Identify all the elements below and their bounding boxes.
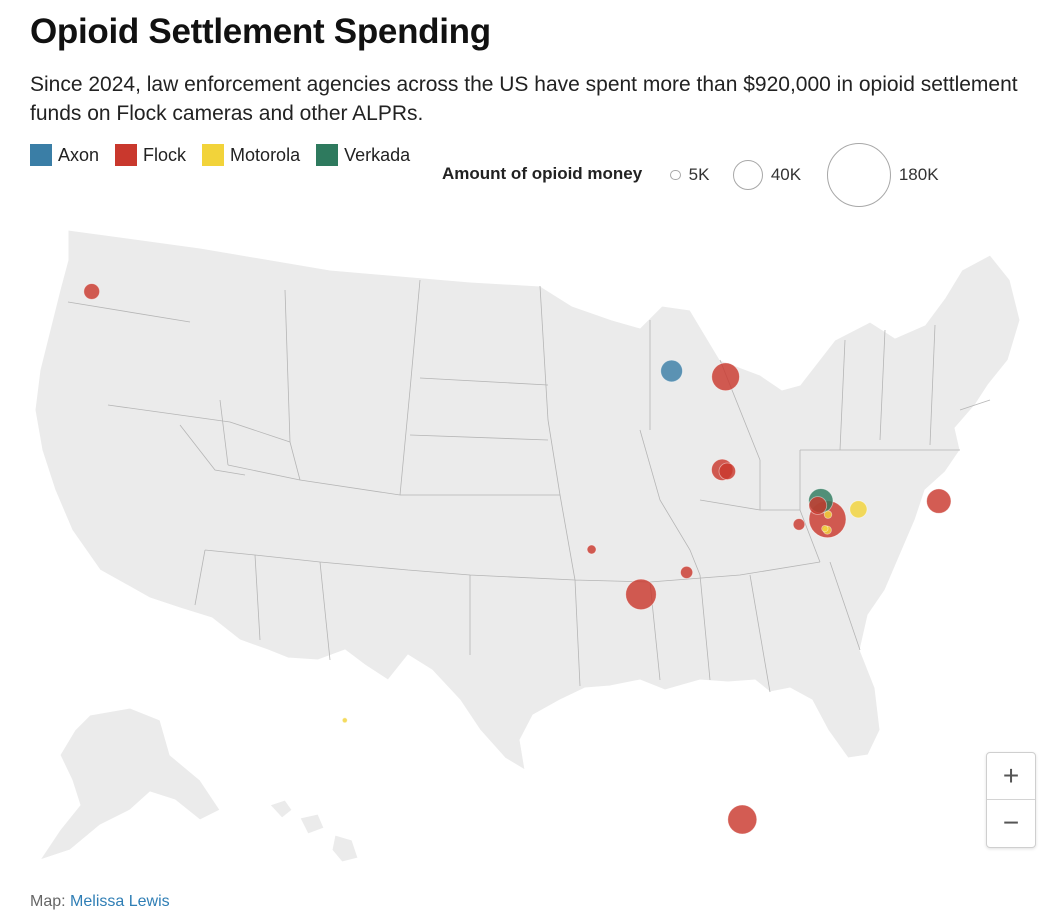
bubble-flock-florida-2[interactable] bbox=[727, 804, 758, 835]
land-group bbox=[34, 229, 1021, 863]
bubble-flock-pennsylvania-5[interactable] bbox=[926, 488, 952, 514]
bubble-motorola-ohio-16[interactable] bbox=[823, 510, 833, 519]
size-legend-circle-40k bbox=[732, 159, 763, 191]
bubble-flock-ohio-13[interactable] bbox=[792, 518, 806, 531]
bubble-motorola-west-virginia-17[interactable] bbox=[821, 524, 829, 533]
map-credit: Map: Melissa Lewis bbox=[30, 893, 170, 911]
size-legend-label-5k: 5K bbox=[688, 165, 710, 184]
map-subtitle: Since 2024, law enforcement agencies acr… bbox=[30, 73, 1018, 125]
size-legend-circle-5k bbox=[670, 169, 681, 181]
bubble-flock-wisconsin-3[interactable] bbox=[711, 362, 740, 392]
bubble-flock-missouri-12[interactable] bbox=[680, 565, 694, 579]
legend-swatch-verkada bbox=[316, 144, 339, 166]
legend-label-motorola: Motorola bbox=[230, 144, 301, 165]
spending-bubbles bbox=[83, 283, 952, 835]
contiguous-us-landmass bbox=[34, 229, 1021, 771]
size-legend-label-40k: 40K bbox=[770, 165, 802, 184]
bubble-flock-kansas-14[interactable] bbox=[586, 544, 597, 555]
credit-author-link[interactable]: Melissa Lewis bbox=[70, 893, 170, 910]
bubble-flock-washington-11[interactable] bbox=[83, 283, 100, 300]
bubble-flock-ohio-8[interactable] bbox=[808, 496, 828, 515]
legend-item-axon: Axon bbox=[30, 144, 99, 166]
bubble-axon-wisconsin-6[interactable] bbox=[660, 359, 683, 383]
hawaii-landmass bbox=[269, 799, 359, 863]
legend-swatch-motorola bbox=[202, 144, 225, 166]
legend-label-axon: Axon bbox=[58, 144, 100, 165]
bubble-flock-illinois-10[interactable] bbox=[718, 462, 737, 480]
zoom-out-button[interactable]: − bbox=[1002, 807, 1020, 838]
legend-label-flock: Flock bbox=[143, 144, 187, 165]
size-legend-title: Amount of opioid money bbox=[442, 164, 643, 183]
us-map[interactable] bbox=[0, 210, 1056, 870]
alaska-landmass bbox=[38, 707, 221, 861]
color-legend: Axon Flock Motorola Verkada bbox=[30, 144, 410, 166]
bubble-motorola-arizona-18[interactable] bbox=[341, 717, 348, 724]
bubble-flock-missouri-1[interactable] bbox=[625, 578, 657, 611]
legend-item-flock: Flock bbox=[115, 144, 186, 166]
bubble-motorola-pennsylvania-9[interactable] bbox=[849, 500, 868, 519]
legend-swatch-axon bbox=[30, 144, 52, 166]
size-legend-circle-180k bbox=[826, 143, 891, 207]
zoom-control: + − bbox=[986, 752, 1036, 848]
legend-item-verkada: Verkada bbox=[316, 144, 410, 166]
map-title: Opioid Settlement Spending bbox=[30, 12, 491, 51]
size-legend: Amount of opioid money 5K 40K 180K bbox=[442, 140, 962, 210]
legend-swatch-flock bbox=[115, 144, 138, 166]
credit-prefix: Map: bbox=[30, 893, 66, 910]
state-borders bbox=[67, 279, 991, 693]
legend-label-verkada: Verkada bbox=[344, 144, 411, 165]
size-legend-label-180k: 180K bbox=[898, 165, 939, 184]
legend-item-motorola: Motorola bbox=[202, 144, 300, 166]
zoom-in-button[interactable]: + bbox=[987, 753, 1035, 800]
